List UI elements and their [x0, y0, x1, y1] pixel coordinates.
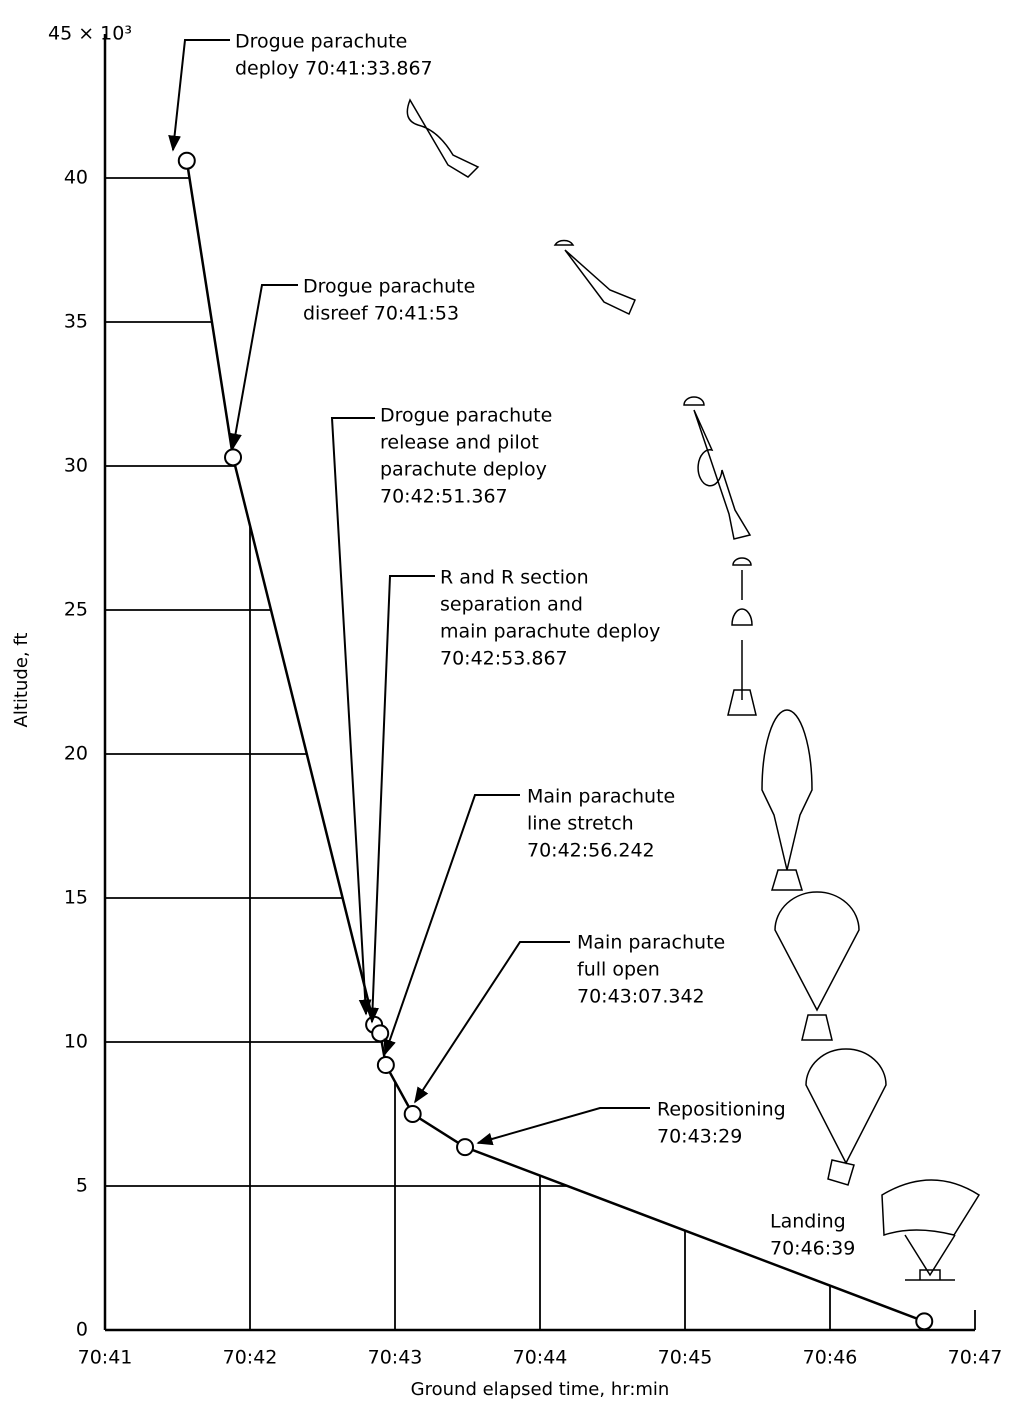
data-line — [185, 160, 925, 1323]
illustrations — [406, 98, 981, 1281]
annotation-arrow — [414, 941, 570, 1104]
annotation-text: separation and — [440, 594, 583, 616]
annotation-text: 70:43:29 — [657, 1126, 742, 1148]
data-point — [456, 1138, 475, 1157]
x-tick-label: 70:43 — [368, 1347, 423, 1369]
y-tick-label: 25 — [64, 599, 88, 621]
x-axis-label: Ground elapsed time, hr:min — [411, 1379, 670, 1400]
data-point — [915, 1312, 934, 1331]
y-tick-label: 15 — [64, 887, 88, 909]
y-tick-label: 45 × 10³ — [48, 23, 132, 45]
annotation-text: Landing — [770, 1211, 846, 1233]
annotation-text: deploy 70:41:33.867 — [235, 58, 433, 80]
x-tick-label: 70:44 — [513, 1347, 568, 1369]
y-tick-label: 40 — [64, 167, 88, 189]
annotation-text: disreef 70:41:53 — [303, 303, 459, 325]
annotation-text: Main parachute — [527, 786, 675, 808]
annotation-text: parachute deploy — [380, 459, 547, 481]
annotation-arrow — [168, 39, 230, 152]
data-point — [224, 448, 243, 467]
annotation-arrow — [229, 284, 298, 450]
annotation-text: release and pilot — [380, 432, 539, 454]
annotation-text: Drogue parachute — [235, 31, 407, 53]
annotation-arrow — [476, 1107, 650, 1146]
y-tick-label: 20 — [64, 743, 88, 765]
x-tick-label: 70:45 — [658, 1347, 713, 1369]
annotation-text: line stretch — [527, 813, 634, 835]
annotation-text: Drogue parachute — [380, 405, 552, 427]
annotation-text: 70:42:53.867 — [440, 648, 568, 670]
y-axis-label: Altitude, ft — [11, 633, 32, 728]
data-point — [403, 1105, 422, 1123]
annotation-text: main parachute deploy — [440, 621, 660, 643]
annotation-text: 70:43:07.342 — [577, 986, 705, 1008]
x-tick-label: 70:42 — [223, 1347, 278, 1369]
annotation-arrow — [366, 575, 435, 1024]
annotation-text: 70:42:56.242 — [527, 840, 655, 862]
x-tick-label: 70:46 — [803, 1347, 858, 1369]
y-tick-label: 35 — [64, 311, 88, 333]
data-point — [376, 1056, 395, 1075]
annotation-text: Drogue parachute — [303, 276, 475, 298]
x-tick-label: 70:41 — [78, 1347, 133, 1369]
annotation-text: 70:42:51.367 — [380, 486, 508, 508]
y-tick-label: 30 — [64, 455, 88, 477]
y-tick-label: 0 — [76, 1319, 88, 1341]
annotation-text: Repositioning — [657, 1099, 786, 1121]
x-tick-label: 70:47 — [948, 1347, 1003, 1369]
annotation-text: Main parachute — [577, 932, 725, 954]
y-tick-label: 5 — [76, 1175, 88, 1197]
annotation-text: 70:46:39 — [770, 1238, 855, 1260]
data-point — [371, 1024, 390, 1043]
annotation-text: full open — [577, 959, 660, 981]
data-point — [177, 151, 196, 170]
annotation-arrow — [383, 794, 520, 1056]
y-tick-label: 10 — [64, 1031, 88, 1053]
annotation-text: R and R section — [440, 567, 589, 589]
annotation-arrow — [330, 417, 375, 1016]
